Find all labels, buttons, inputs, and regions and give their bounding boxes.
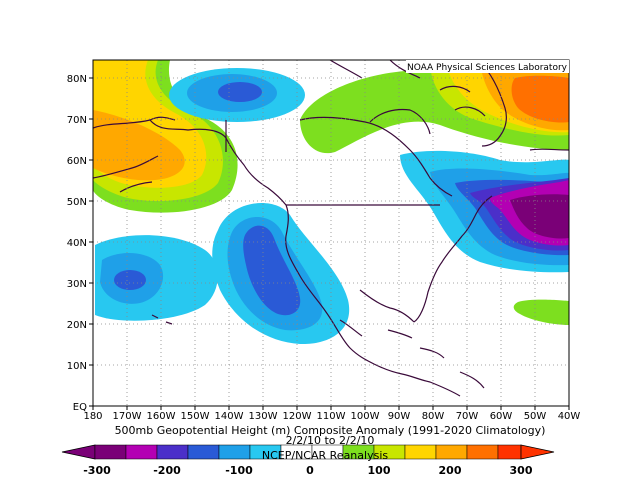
anomaly-field: [93, 60, 569, 406]
lon-tick-label: 80W: [422, 411, 445, 422]
lon-tick-label: 90W: [388, 411, 411, 422]
graticule: [93, 60, 569, 406]
colorbar-swatch: [404, 444, 437, 460]
lon-tick-label: 40W: [558, 411, 581, 422]
lat-tick-label: 10N: [67, 361, 87, 372]
lat-tick-label: 70N: [67, 115, 87, 126]
lon-tick-label: 70W: [456, 411, 479, 422]
colorbar-swatch: [187, 444, 220, 460]
colorbar-label: 0: [306, 464, 314, 477]
lon-axis: 180 170W 160W 150W 140W 130W 120W 110W 1…: [83, 406, 580, 422]
colorbar-labels: -300 -200 -100 0 100 200 300: [83, 464, 533, 477]
lon-tick-label: 130W: [249, 411, 278, 422]
colorbar-arrow-right: [520, 444, 555, 460]
lat-tick-label: EQ: [73, 402, 87, 413]
lat-tick-label: 40N: [67, 238, 87, 249]
colorbar-label: 300: [510, 464, 533, 477]
lon-tick-label: 110W: [317, 411, 346, 422]
colorbar-label: -100: [225, 464, 253, 477]
lon-tick-label: 170W: [113, 411, 142, 422]
colorbar-swatch: [466, 444, 499, 460]
positive-anomaly-subtropics: [513, 299, 569, 325]
lat-tick-label: 30N: [67, 279, 87, 290]
lon-tick-label: 50W: [524, 411, 547, 422]
colorbar-swatch: [94, 444, 127, 460]
coastlines: [93, 60, 569, 397]
lat-tick-label: 60N: [67, 156, 87, 167]
colorbar-swatch: [497, 444, 522, 460]
colorbar-label: 100: [368, 464, 391, 477]
caption-date: 2/2/10 to 2/2/10: [286, 434, 375, 447]
lon-tick-label: 60W: [490, 411, 513, 422]
lon-tick-label: 140W: [215, 411, 244, 422]
lon-tick-label: 120W: [283, 411, 312, 422]
lat-axis: EQ 10N 20N 30N 40N 50N 60N 70N 80N: [67, 74, 93, 413]
credit-label: NOAA Physical Sciences Laboratory: [407, 63, 568, 73]
colorbar: [61, 444, 555, 460]
colorbar-swatch: [435, 444, 468, 460]
colorbar-swatch: [125, 444, 158, 460]
credit-box: [406, 60, 569, 73]
negative-anomaly-atlantic: [400, 150, 569, 273]
lat-tick-label: 50N: [67, 197, 87, 208]
lon-tick-label: 150W: [181, 411, 210, 422]
colorbar-swatch: [156, 444, 189, 460]
lon-tick-label: 100W: [351, 411, 380, 422]
colorbar-label: 200: [439, 464, 462, 477]
lat-tick-label: 80N: [67, 74, 87, 85]
negative-anomaly-westcoast: [212, 203, 350, 345]
colorbar-label: -200: [153, 464, 181, 477]
positive-anomaly-alaska: [93, 60, 238, 213]
caption-title: 500mb Geopotential Height (m) Composite …: [115, 424, 546, 437]
negative-anomaly-pacific: [95, 235, 218, 321]
colorbar-label: -300: [83, 464, 111, 477]
lat-tick-label: 20N: [67, 320, 87, 331]
colorbar-arrow-left: [61, 444, 96, 460]
lon-tick-label: 160W: [147, 411, 176, 422]
negative-anomaly-north: [169, 68, 305, 122]
colorbar-swatch: [218, 444, 251, 460]
lon-tick-label: 180: [83, 411, 102, 422]
caption-source: NCEP/NCAR Reanalysis: [262, 449, 388, 462]
